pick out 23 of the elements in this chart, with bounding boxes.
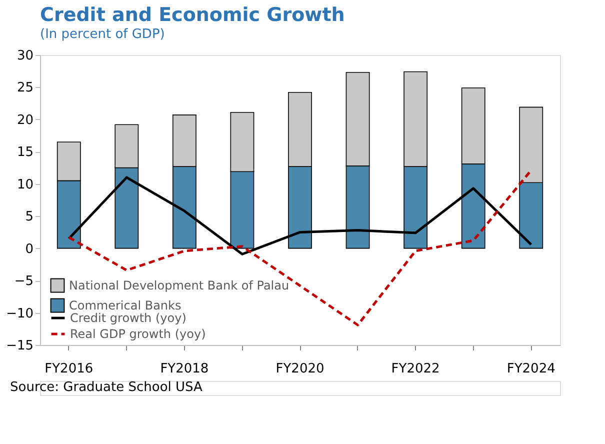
legend-label: Real GDP growth (yoy) (70, 327, 206, 341)
line-series (68, 169, 532, 326)
source-note: Source: Graduate School USA (10, 380, 203, 395)
chart-title: Credit and Economic Growth (40, 4, 345, 26)
legend-label: Credit growth (yoy) (70, 311, 186, 325)
x-tick-label: FY2022 (391, 362, 440, 376)
y-tick-label: 15 (16, 145, 34, 160)
x-tick-label: FY2018 (160, 362, 209, 376)
chart-subtitle: (In percent of GDP) (40, 27, 165, 42)
x-tick-label: FY2020 (276, 362, 324, 376)
legend-label: National Development Bank of Palau (69, 278, 290, 292)
y-tick-label: 30 (16, 48, 34, 64)
x-tick-label: FY2024 (506, 362, 556, 376)
y-tick-label: 5 (25, 210, 34, 225)
y-tick-label: 20 (16, 112, 34, 128)
legend-label: Commerical Banks (69, 298, 182, 312)
y-tick-label: −10 (6, 306, 34, 322)
y-tick-label: 0 (25, 242, 34, 257)
y-tick-label: 25 (16, 80, 34, 96)
y-tick-label: −5 (14, 274, 34, 290)
y-tick-label: −15 (6, 338, 34, 354)
y-tick-label: 10 (16, 177, 34, 192)
x-tick-label: FY2016 (44, 362, 94, 376)
